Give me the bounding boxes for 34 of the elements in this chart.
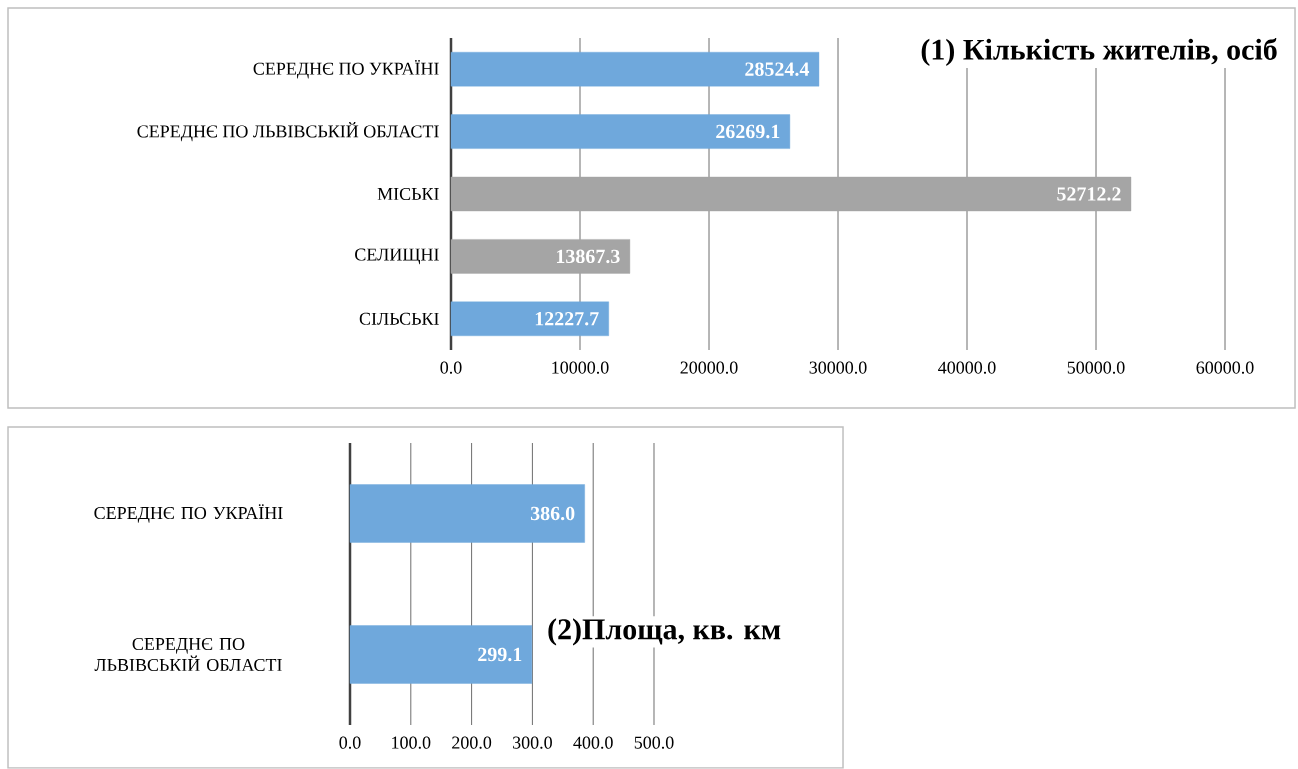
- x-tick-label: 40000.0: [938, 361, 996, 374]
- bar: [450, 52, 820, 87]
- y-tick-label: СЕРЕДНЄ ПО УКРАЇНІ: [253, 60, 439, 79]
- data-label: 386.0: [530, 506, 575, 521]
- x-tick-label: 50000.0: [1067, 361, 1125, 374]
- data-label: 13867.3: [556, 249, 620, 264]
- bar: [450, 239, 631, 274]
- y-tick-label: СЕЛИЩНІ: [355, 248, 439, 265]
- x-tick-label: 0.0: [440, 361, 462, 374]
- x-tick-label: 300.0: [513, 736, 552, 749]
- x-tick-label: 100.0: [392, 736, 431, 749]
- y-tick-label: СЕРЕДНЄ ПО ЛЬВІВСЬКІЙ ОБЛАСТІ: [94, 638, 282, 672]
- y-tick-label: СЕРЕДНЄ ПО УКРАЇНІ: [94, 504, 283, 523]
- x-tick-label: 0.0: [339, 736, 361, 749]
- x-tick-label: 200.0: [452, 736, 492, 749]
- x-tick-label: 60000.0: [1196, 361, 1254, 374]
- y-tick-label: СІЛЬСЬКІ: [359, 312, 439, 325]
- chart-title: (1) Кількість жителів, осіб: [921, 38, 1277, 67]
- data-label: 299.1: [478, 647, 522, 662]
- y-tick-label: СЕРЕДНЄ ПО ЛЬВІВСЬКІЙ ОБЛАСТІ: [137, 122, 439, 142]
- bar: [450, 301, 609, 337]
- x-tick-label: 500.0: [634, 736, 674, 749]
- bar: [450, 176, 1132, 212]
- data-label: 12227.7: [535, 312, 599, 326]
- x-tick-label: 20000.0: [680, 361, 738, 374]
- bar: [450, 114, 791, 149]
- data-label: 52712.2: [1057, 187, 1121, 201]
- x-tick-label: 10000.0: [552, 361, 609, 374]
- data-label: 28524.4: [745, 62, 810, 77]
- x-tick-label: 30000.0: [809, 361, 867, 374]
- text: (2)Площа, кв. км: [548, 618, 781, 646]
- data-label: 26269.1: [716, 124, 780, 139]
- y-tick-label: МІСЬКІ: [377, 188, 439, 201]
- x-tick-label: 400.0: [573, 736, 613, 749]
